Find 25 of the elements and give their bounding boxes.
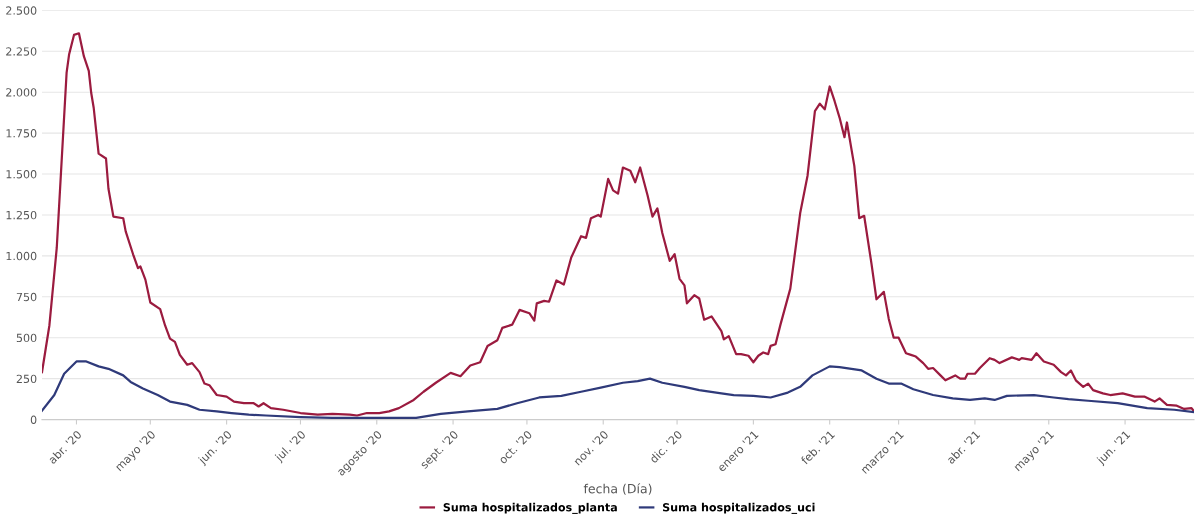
y-tick-label: 1.250 [6, 210, 37, 220]
y-tick-label: 1.750 [6, 129, 37, 138]
y-tick-label: 1.000 [6, 251, 37, 261]
x-tick-label: jun. '20 [197, 429, 234, 467]
legend-label: Suma hospitalizados_planta [443, 502, 617, 514]
x-tick-label: nov. '20 [573, 429, 609, 466]
x-tick-label: feb. '21 [800, 430, 836, 465]
line-series [42, 32, 1194, 417]
x-axis-title: fecha (Día) [583, 483, 652, 495]
y-tick-label: 250 [16, 374, 37, 384]
x-tick-label: abr. '21 [945, 430, 981, 465]
x-tick-label: oct. '20 [498, 429, 533, 465]
y-tick-label: 0 [30, 415, 37, 424]
legend-label: Suma hospitalizados_uci [662, 502, 815, 514]
y-tick-label: 2.500 [6, 6, 37, 15]
x-tick-label: abr. '20 [47, 429, 83, 465]
y-tick-label: 750 [16, 292, 37, 302]
y-tick-label: 1.500 [6, 170, 37, 179]
x-tick-label: jun. '21 [1095, 430, 1132, 467]
x-tick-label: dic. '20 [648, 429, 683, 464]
y-tick-label: 2.250 [6, 47, 37, 56]
x-tick-label: jul. '20 [273, 429, 308, 464]
y-tick-label: 2.000 [6, 88, 37, 97]
line-series [42, 360, 1194, 420]
y-tick-label: 500 [16, 333, 37, 343]
